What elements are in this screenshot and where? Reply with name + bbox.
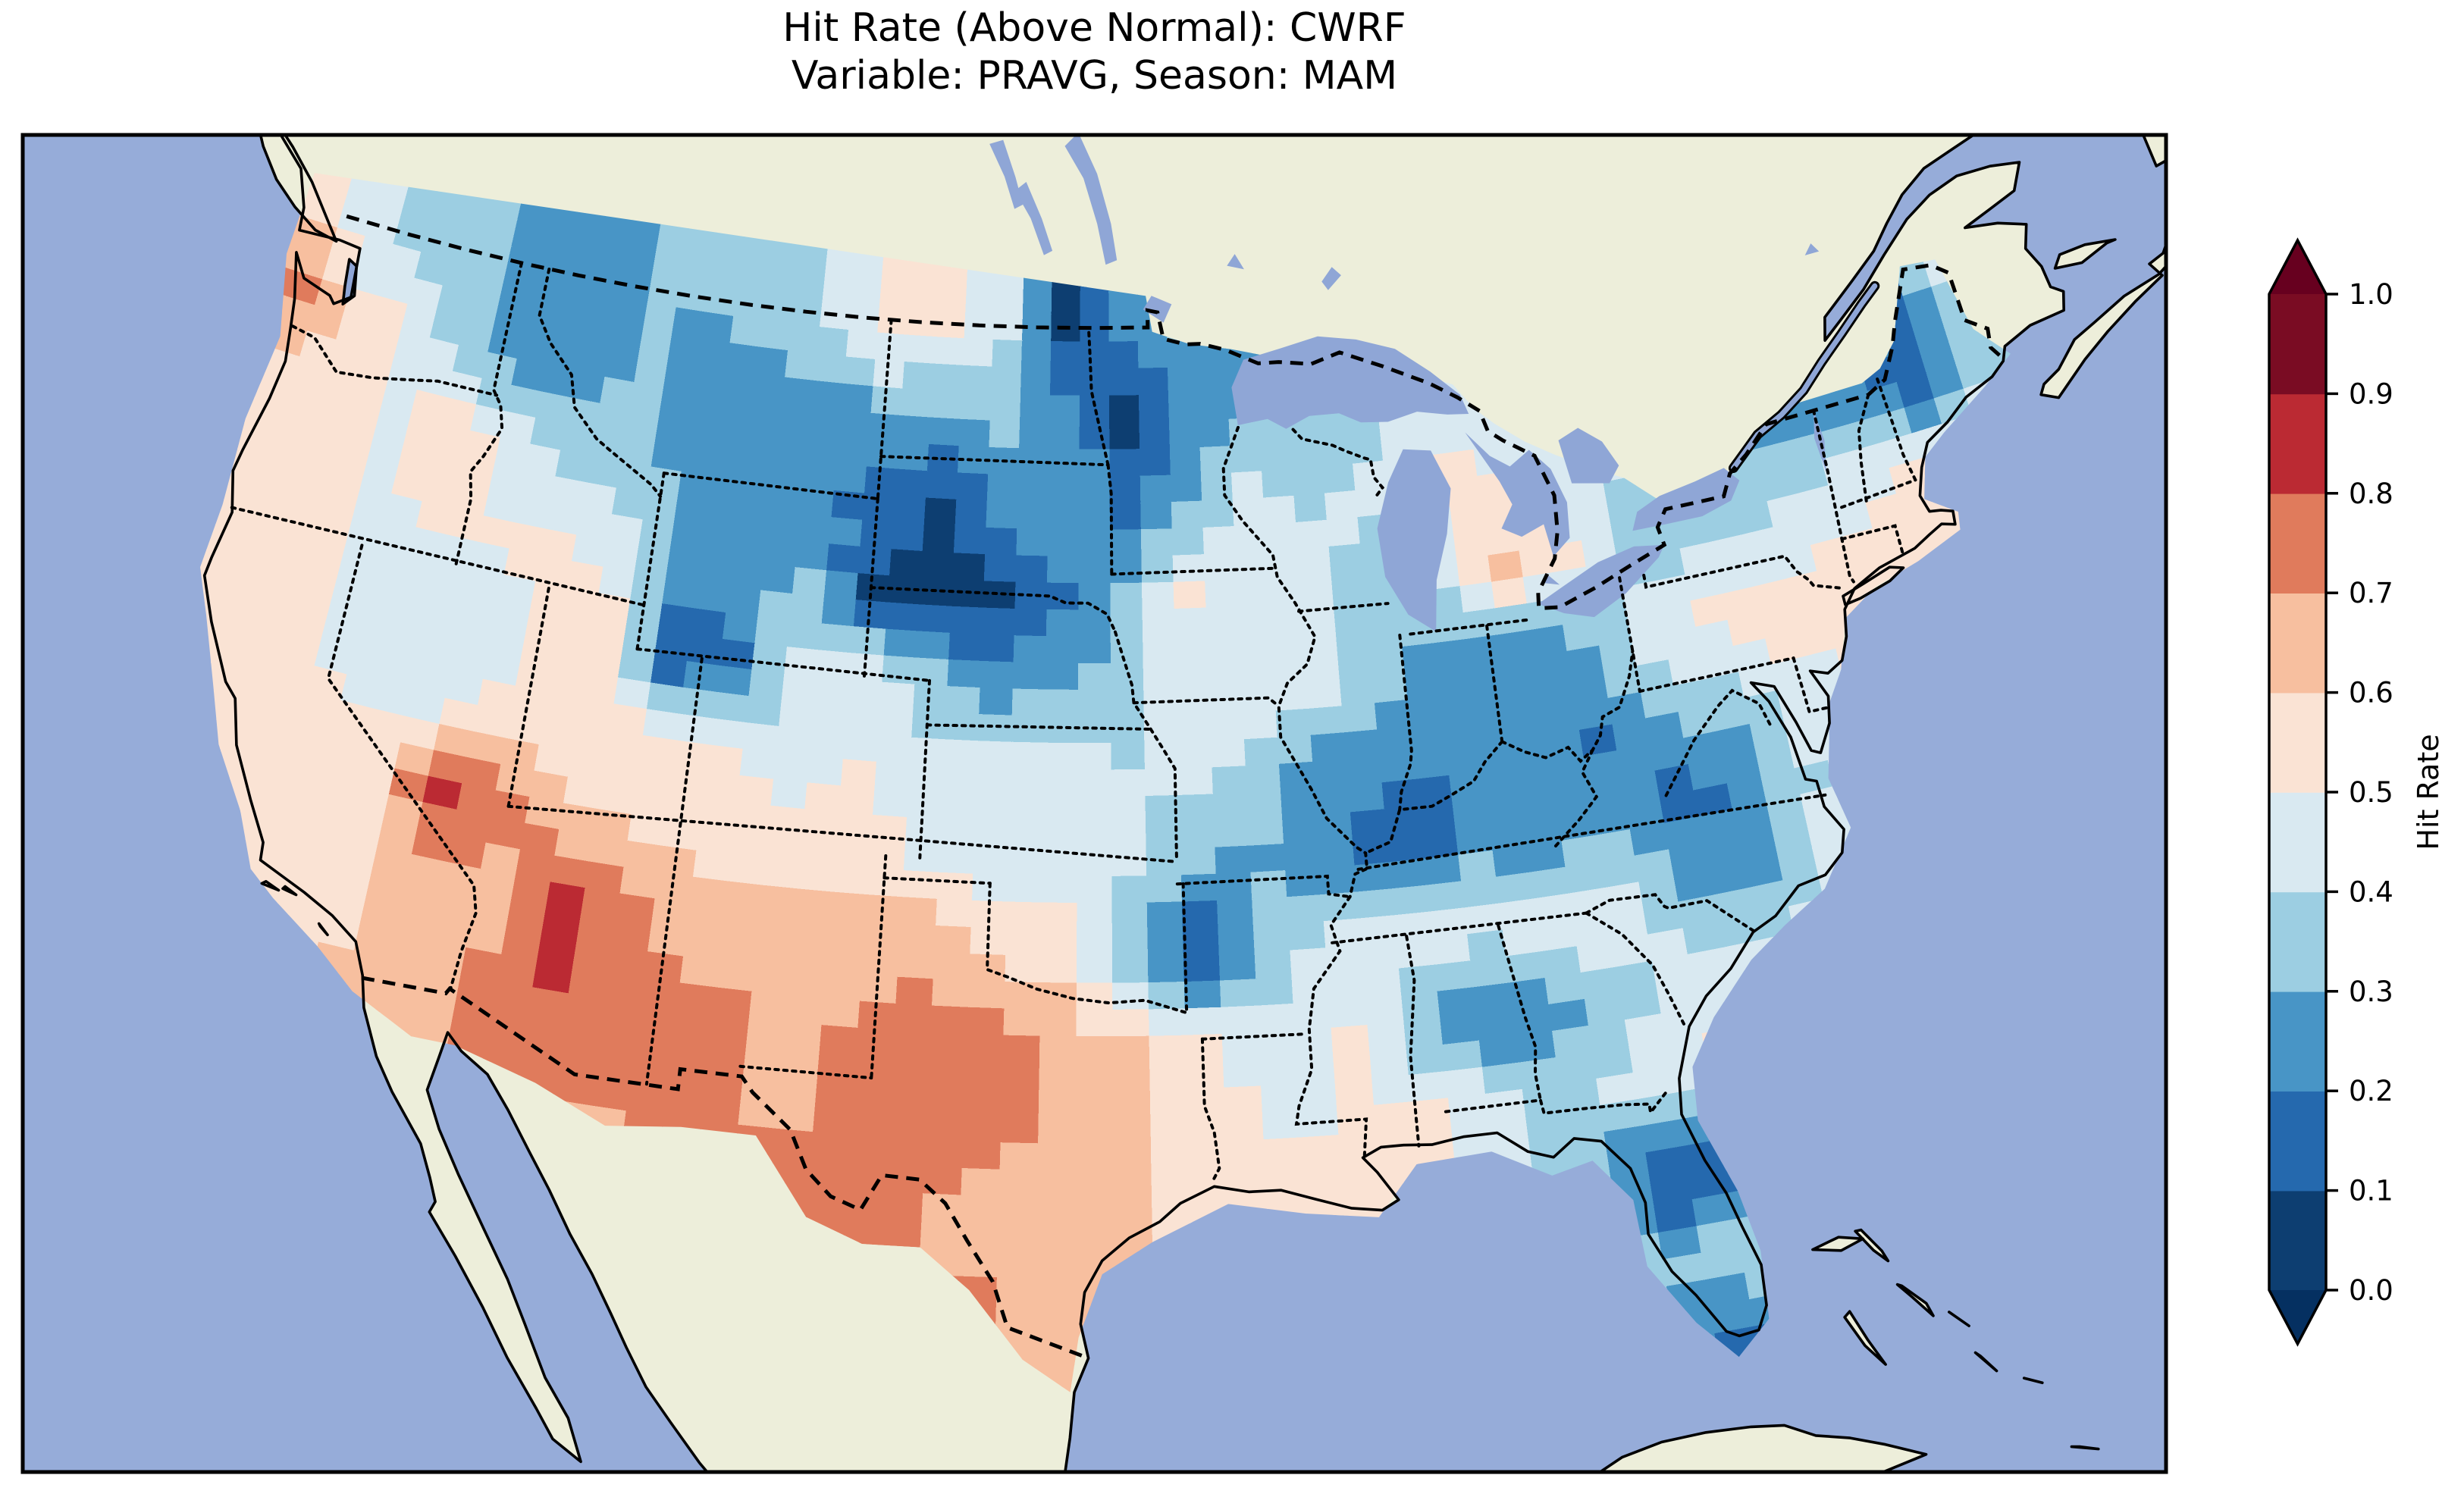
title-line-1: Hit Rate (Above Normal): CWRF [782, 5, 1406, 51]
figure-title: Hit Rate (Above Normal): CWRF Variable: … [23, 5, 2166, 100]
colorbar-band [2269, 1190, 2326, 1291]
colorbar-tick-label: 0.4 [2349, 875, 2393, 908]
colorbar-band [2269, 393, 2326, 494]
colorbar-band [2269, 294, 2326, 395]
colorbar: 1.0 0.9 0.8 0.7 0.6 0.5 0.4 0.3 0.2 0.1 0.0 [2268, 237, 2393, 1347]
colorbar-extend-under [2269, 1290, 2326, 1344]
coastline [202, 135, 2166, 1472]
st-lawrence-river-water [1730, 283, 1878, 471]
colorbar-tick-label: 0.7 [2349, 577, 2393, 609]
colorbar-tick-label: 0.9 [2349, 377, 2393, 410]
colorbar-band [2269, 692, 2326, 793]
lakes [343, 135, 1826, 632]
colorbar-tick-label: 0.0 [2349, 1274, 2393, 1307]
colorbar-tick-label: 0.8 [2349, 478, 2393, 510]
colorbar-extend-over [2269, 240, 2326, 294]
map-frame [20, 133, 2168, 1474]
colorbar-band [2269, 991, 2326, 1092]
colorbar-band [2269, 493, 2326, 594]
colorbar-tick-label: 0.3 [2349, 976, 2393, 1008]
state-borders [230, 262, 1917, 1184]
colorbar-tick-label: 0.5 [2349, 776, 2393, 809]
colorbar-tick-label: 0.1 [2349, 1175, 2393, 1207]
colorbar-band [2269, 792, 2326, 893]
colorbar-band [2269, 1091, 2326, 1192]
colorbar-tick-label: 0.6 [2349, 677, 2393, 709]
colorbar-tick-label: 0.2 [2349, 1075, 2393, 1107]
colorbar-tick-label: 1.0 [2349, 278, 2393, 311]
colorbar-axis-label: Hit Rate [2412, 734, 2445, 850]
title-line-2: Variable: PRAVG, Season: MAM [791, 53, 1398, 99]
colorbar-band [2269, 593, 2326, 694]
colorbar-band [2269, 891, 2326, 992]
